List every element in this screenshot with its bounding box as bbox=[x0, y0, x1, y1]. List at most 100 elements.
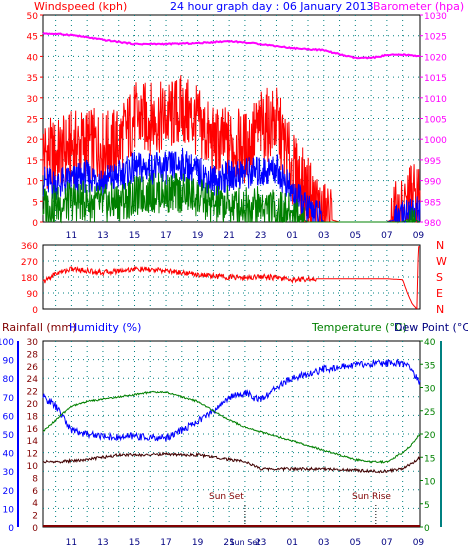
wind-tick-label: 15 bbox=[27, 157, 38, 167]
wind-tick-label: 35 bbox=[27, 74, 38, 84]
dir-compass-label: S bbox=[436, 271, 443, 284]
dir-tick-label: 0 bbox=[32, 306, 38, 316]
humidity-tick-label: 50 bbox=[3, 431, 15, 441]
wind-x-tick-label: 11 bbox=[66, 231, 77, 241]
rainfall-tick-label: 8 bbox=[32, 474, 38, 484]
temp-x-tick-label: 23 bbox=[255, 538, 266, 548]
temperature-tick-label: 35 bbox=[424, 361, 435, 371]
humidity-tick-label: 100 bbox=[0, 338, 14, 348]
humidity-tick-label: 20 bbox=[3, 487, 15, 497]
humidity-tick-label: 90 bbox=[3, 357, 15, 367]
wind-tick-label: 25 bbox=[27, 116, 38, 126]
wind-x-tick-label: 07 bbox=[381, 231, 392, 241]
rainfall-tick-label: 30 bbox=[27, 338, 39, 348]
rainfall-tick-label: 6 bbox=[32, 487, 38, 497]
temperature-tick-label: 40 bbox=[424, 338, 436, 348]
temp-x-tick-label: 11 bbox=[66, 538, 77, 548]
temp-x-tick-label: 21 bbox=[223, 538, 234, 548]
humidity-tick-label: 40 bbox=[3, 450, 15, 460]
rainfall-axis-label: Rainfall (mm) bbox=[2, 321, 76, 334]
wind-x-tick-label: 19 bbox=[192, 231, 204, 241]
humidity-axis-label: Humidity (%) bbox=[69, 321, 141, 334]
barometer-line bbox=[42, 31, 421, 60]
rainfall-tick-label: 4 bbox=[32, 499, 38, 509]
barometer-axis-label: Barometer (hpa) bbox=[373, 0, 464, 13]
wind-x-tick-label: 09 bbox=[413, 231, 425, 241]
wind-tick-label: 40 bbox=[27, 53, 39, 63]
baro-tick-label: 1010 bbox=[424, 95, 447, 105]
rainfall-tick-label: 20 bbox=[27, 400, 39, 410]
temperature-tick-label: 0 bbox=[424, 524, 430, 534]
rainfall-tick-label: 22 bbox=[27, 388, 38, 398]
temp-x-tick-label: 05 bbox=[350, 538, 361, 548]
wind-lull-line bbox=[42, 172, 421, 224]
wind-tick-label: 10 bbox=[27, 178, 39, 188]
rainfall-tick-label: 24 bbox=[27, 375, 39, 385]
chart-title: 24 hour graph day : 06 January 2013 bbox=[170, 0, 374, 13]
temp-x-tick-label: 13 bbox=[97, 538, 108, 548]
baro-tick-label: 985 bbox=[424, 198, 441, 208]
rainfall-tick-label: 26 bbox=[27, 363, 39, 373]
humidity-tick-label: 80 bbox=[3, 375, 15, 385]
dir-compass-label: E bbox=[436, 287, 443, 300]
wind-tick-label: 0 bbox=[32, 219, 38, 229]
temperature-tick-label: 10 bbox=[424, 478, 436, 488]
wind-x-tick-label: 21 bbox=[223, 231, 234, 241]
baro-tick-label: 995 bbox=[424, 157, 441, 167]
wind-tick-label: 5 bbox=[32, 198, 38, 208]
dir-tick-label: 180 bbox=[21, 274, 38, 284]
wind-tick-label: 30 bbox=[27, 95, 39, 105]
temperature-tick-label: 20 bbox=[424, 431, 436, 441]
baro-tick-label: 1015 bbox=[424, 74, 447, 84]
dir-compass-label: N bbox=[436, 303, 444, 316]
temp-x-tick-label: 03 bbox=[318, 538, 329, 548]
baro-tick-label: 1025 bbox=[424, 33, 447, 43]
baro-tick-label: 1005 bbox=[424, 116, 447, 126]
temp-x-tick-label: 07 bbox=[381, 538, 392, 548]
sunrise-annotation: Sun Rise bbox=[352, 492, 391, 502]
wind-tick-label: 50 bbox=[27, 12, 39, 22]
dir-compass-label: N bbox=[436, 239, 444, 252]
humidity-tick-label: 70 bbox=[3, 394, 15, 404]
rainfall-tick-label: 0 bbox=[32, 524, 38, 534]
humidity-tick-label: 10 bbox=[3, 505, 15, 515]
humidity-line bbox=[42, 358, 421, 442]
wind-x-tick-label: 01 bbox=[287, 231, 298, 241]
wind-x-tick-label: 13 bbox=[97, 231, 108, 241]
wind-x-tick-label: 05 bbox=[350, 231, 361, 241]
baro-tick-label: 990 bbox=[424, 178, 441, 188]
temperature-tick-label: 5 bbox=[424, 501, 430, 511]
rainfall-tick-label: 2 bbox=[32, 512, 38, 522]
wind-direction-line bbox=[42, 246, 420, 310]
windspeed-axis-label: Windspeed (kph) bbox=[34, 0, 127, 13]
baro-tick-label: 980 bbox=[424, 219, 441, 229]
dew-point-line bbox=[43, 451, 421, 474]
rainfall-tick-label: 28 bbox=[27, 350, 39, 360]
temp-x-tick-label: 17 bbox=[160, 538, 171, 548]
dir-tick-label: 270 bbox=[21, 258, 38, 268]
baro-tick-label: 1030 bbox=[424, 12, 447, 22]
rainfall-tick-label: 12 bbox=[27, 450, 38, 460]
temp-x-tick-label: 01 bbox=[287, 538, 298, 548]
temp-x-tick-label: 15 bbox=[129, 538, 140, 548]
rainfall-tick-label: 14 bbox=[27, 437, 39, 447]
wind-x-tick-label: 23 bbox=[255, 231, 266, 241]
temperature-line bbox=[42, 390, 421, 464]
temperature-tick-label: 15 bbox=[424, 454, 435, 464]
temp-x-tick-label: 19 bbox=[192, 538, 204, 548]
baro-tick-label: 1020 bbox=[424, 53, 447, 63]
dir-tick-label: 90 bbox=[27, 290, 39, 300]
wind-x-tick-label: 03 bbox=[318, 231, 329, 241]
wind-x-tick-label: 17 bbox=[160, 231, 171, 241]
wind-x-tick-label: 15 bbox=[129, 231, 140, 241]
dir-tick-label: 360 bbox=[21, 242, 38, 252]
humidity-tick-label: 60 bbox=[3, 412, 15, 422]
temp-x-tick-label: 09 bbox=[413, 538, 425, 548]
wind-tick-label: 20 bbox=[27, 136, 39, 146]
dewpoint-axis-label: Dew Point (°C) bbox=[394, 321, 468, 334]
temperature-tick-label: 30 bbox=[424, 385, 436, 395]
sunset-annotation: Sun Set bbox=[209, 492, 244, 502]
rainfall-tick-label: 18 bbox=[27, 412, 39, 422]
